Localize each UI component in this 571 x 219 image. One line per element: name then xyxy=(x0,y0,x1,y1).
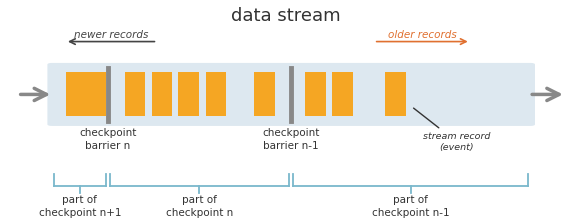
Text: newer records: newer records xyxy=(74,30,148,40)
Text: data stream: data stream xyxy=(231,7,340,25)
Bar xyxy=(305,72,326,116)
Bar xyxy=(385,72,405,116)
Bar xyxy=(152,72,172,116)
Text: checkpoint
barrier n-1: checkpoint barrier n-1 xyxy=(263,128,320,151)
Text: part of
checkpoint n-1: part of checkpoint n-1 xyxy=(372,195,449,217)
FancyBboxPatch shape xyxy=(47,63,535,126)
Bar xyxy=(125,72,146,116)
Bar xyxy=(254,72,275,116)
Text: part of
checkpoint n: part of checkpoint n xyxy=(166,195,233,217)
Bar xyxy=(85,72,106,116)
Bar xyxy=(206,72,226,116)
Text: part of
checkpoint n+1: part of checkpoint n+1 xyxy=(39,195,121,217)
Text: stream record
(event): stream record (event) xyxy=(413,108,490,152)
Text: checkpoint
barrier n: checkpoint barrier n xyxy=(79,128,136,151)
Bar xyxy=(66,72,87,116)
Bar xyxy=(178,72,199,116)
Text: older records: older records xyxy=(388,30,457,40)
Bar xyxy=(332,72,353,116)
